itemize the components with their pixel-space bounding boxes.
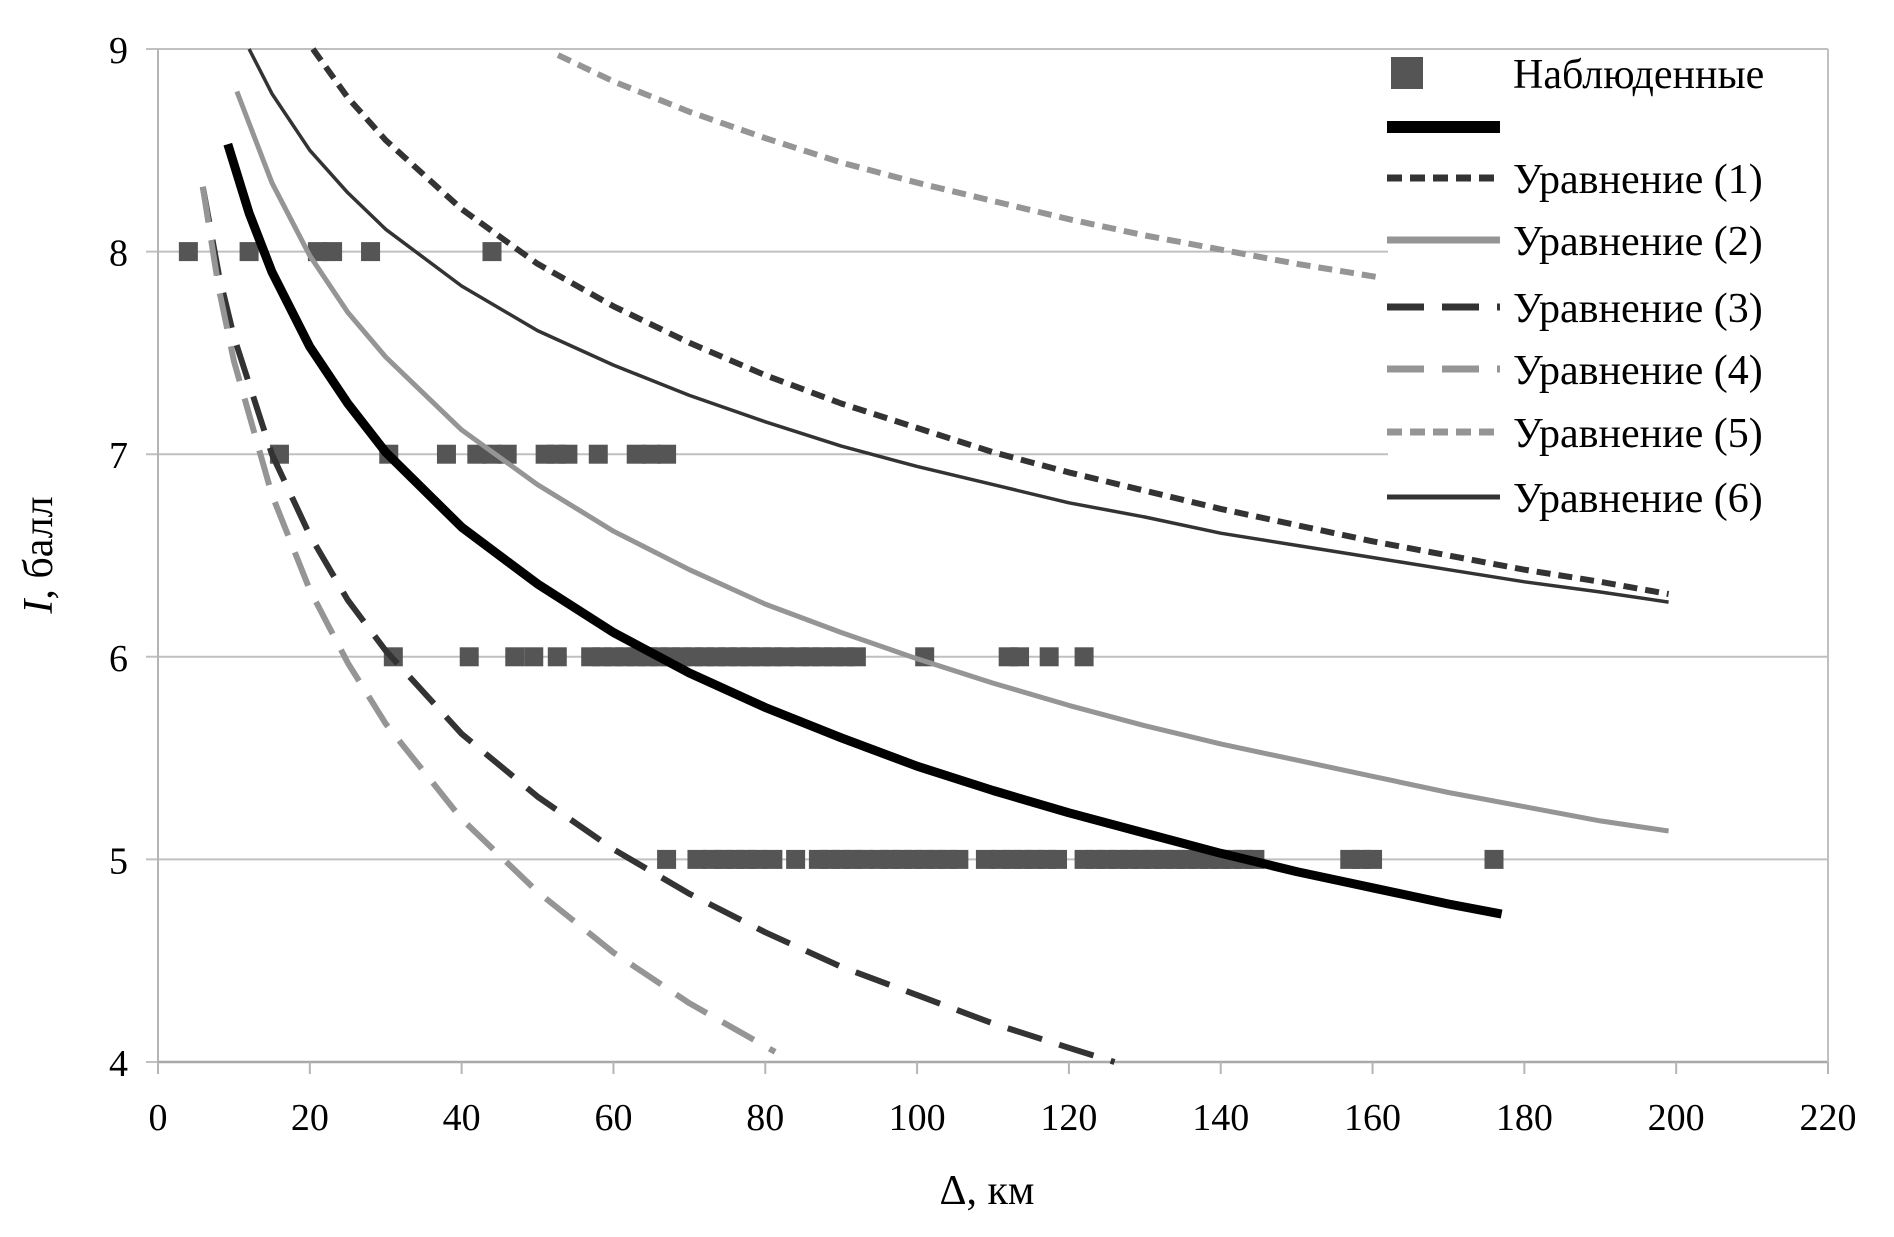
observed-points: [178, 242, 1504, 869]
x-tick-label: 160: [1344, 1097, 1401, 1139]
legend-label: Уравнение (3): [1513, 286, 1763, 332]
y-axis-label: I, балл: [16, 496, 62, 614]
observed-point: [854, 849, 874, 869]
observed-point: [524, 647, 544, 667]
x-tick-label: 100: [889, 1097, 946, 1139]
observed-point: [846, 647, 866, 667]
y-tick-label: 4: [109, 1043, 128, 1085]
model-curves: [199, 47, 1670, 1065]
x-tick-label: 120: [1040, 1097, 1097, 1139]
series-line-equation-1: [310, 47, 1670, 597]
x-tick-label: 40: [443, 1097, 481, 1139]
observed-point: [323, 242, 343, 262]
observed-point: [763, 849, 783, 869]
legend-item: Уравнение (1): [1387, 157, 1763, 203]
observed-point: [1074, 647, 1094, 667]
y-axis-label-symbol: I: [16, 598, 62, 615]
observed-point: [774, 647, 794, 667]
series-line-equation-4: [199, 186, 777, 1055]
x-tick-label: 140: [1192, 1097, 1249, 1139]
y-tick-labels: 4 5 6 7 8 9: [109, 30, 128, 1085]
axes: [157, 49, 1829, 1074]
y-tick-label: 9: [109, 30, 128, 72]
observed-point: [657, 444, 677, 464]
legend-item: Уравнение (2): [1387, 219, 1763, 265]
observed-point: [436, 444, 456, 464]
observed-point: [361, 242, 381, 262]
series-line-equation-3: [199, 186, 1116, 1065]
observed-point: [748, 849, 768, 869]
y-tick-label: 7: [109, 435, 128, 477]
legend-label: Наблюденные: [1513, 52, 1764, 98]
observed-point: [949, 849, 969, 869]
series-line-equation-6: [247, 48, 1669, 604]
observed-point: [687, 849, 707, 869]
x-tick-label: 200: [1648, 1097, 1705, 1139]
series-line-equation-5: [556, 52, 1383, 281]
legend-item: Наблюденные: [1391, 52, 1764, 98]
x-tick-label: 220: [1800, 1097, 1857, 1139]
legend-label: Уравнение (4): [1513, 348, 1763, 394]
x-tick-labels: 0 20 40 60 80 100 120 140 160 180 200 220: [149, 1097, 1857, 1139]
legend-marker-square: [1391, 57, 1423, 89]
x-axis-label: Δ, км: [940, 1168, 1035, 1214]
y-axis-label-unit: , балл: [16, 496, 62, 599]
y-tick-label: 8: [109, 233, 128, 275]
observed-point: [641, 444, 661, 464]
x-tick-label: 60: [594, 1097, 632, 1139]
series-line-equation-2: [234, 90, 1669, 834]
observed-point: [1484, 849, 1504, 869]
y-tick-label: 5: [109, 840, 128, 882]
x-tick-label: 180: [1496, 1097, 1553, 1139]
observed-point: [459, 647, 479, 667]
legend-label: Уравнение (1): [1513, 157, 1763, 203]
observed-point: [239, 242, 259, 262]
observed-point: [1039, 647, 1059, 667]
observed-point: [1048, 849, 1068, 869]
observed-point: [467, 444, 487, 464]
observed-point: [786, 849, 806, 869]
legend-label: Уравнение (6): [1513, 476, 1763, 522]
x-tick-label: 20: [291, 1097, 329, 1139]
legend-label: Уравнение (2): [1513, 219, 1763, 265]
observed-point: [558, 444, 578, 464]
observed-point: [547, 647, 567, 667]
observed-point: [1363, 849, 1383, 869]
observed-point: [178, 242, 198, 262]
observed-point: [482, 242, 502, 262]
legend-label: Уравнение (5): [1513, 411, 1763, 457]
observed-point: [588, 444, 608, 464]
legend: Наблюденные Уравнение (1) Уравнение (2) Ура…: [1387, 50, 1827, 540]
x-tick-label: 0: [149, 1097, 168, 1139]
legend-item: Уравнение (4): [1387, 348, 1763, 394]
x-tick-label: 80: [746, 1097, 784, 1139]
observed-point: [1010, 647, 1030, 667]
y-tick-label: 6: [109, 638, 128, 680]
observed-point: [626, 444, 646, 464]
legend-item: Уравнение (6): [1387, 476, 1763, 522]
legend-item: Уравнение (5): [1387, 411, 1763, 457]
observed-point: [657, 849, 677, 869]
observed-point: [975, 849, 995, 869]
observed-point: [505, 647, 525, 667]
series-line-observed-fit: [223, 142, 1503, 919]
legend-item: Уравнение (3): [1387, 286, 1763, 332]
